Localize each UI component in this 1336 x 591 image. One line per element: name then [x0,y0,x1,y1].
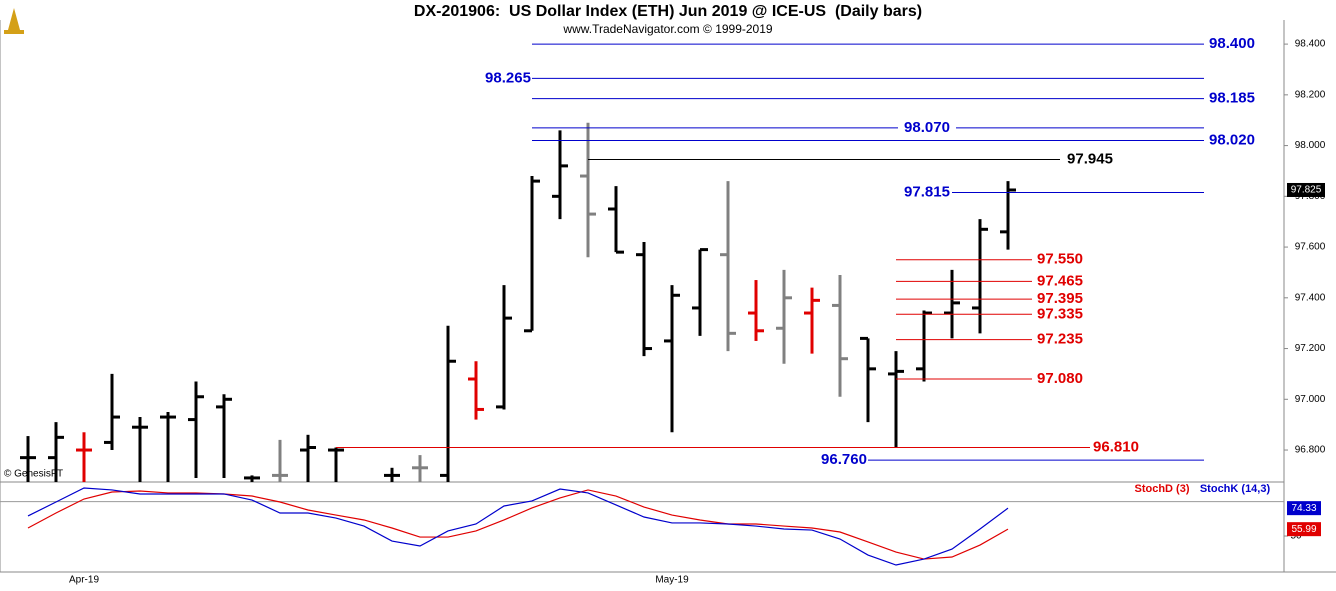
y-tick-label: 97.400 [1295,292,1326,303]
level-label: 97.815 [904,183,950,200]
level-label: 98.265 [485,69,531,86]
last-price-label: 97.825 [1291,185,1322,196]
y-tick-label: 97.000 [1295,394,1326,405]
level-label: 97.080 [1037,370,1083,387]
level-label: 97.550 [1037,251,1083,268]
level-label: 97.465 [1037,272,1083,289]
stoch-line [27,487,1009,566]
level-label: 98.185 [1209,90,1255,107]
level-label: 98.070 [904,119,950,136]
value-box [1287,522,1321,537]
level-label: 96.810 [1093,438,1139,455]
logo [4,8,24,34]
level-label: 97.395 [1037,290,1083,307]
legend-entry: StochK (14,3) [1200,483,1271,495]
x-tick-label: Apr-19 [69,575,99,586]
stoch-panel [0,487,1284,566]
value-label: 55.99 [1291,524,1316,535]
x-tick-label: May-19 [655,575,689,586]
y-tick-label: 97.200 [1295,343,1326,354]
stoch-line [27,489,1009,560]
level-label: 97.945 [1067,151,1113,168]
chart-subtitle: www.TradeNavigator.com © 1999-2019 [562,22,772,36]
level-label: 98.400 [1209,35,1255,52]
y-tick-label: 96.800 [1295,445,1326,456]
y-tick-label: 98.000 [1295,140,1326,151]
value-label: 74.33 [1291,503,1316,514]
y-tick-label: 98.200 [1295,89,1326,100]
y-tick-label: 97.600 [1295,242,1326,253]
last-price-box [1287,182,1325,197]
level-label: 97.235 [1037,331,1083,348]
y-tick-label: 50 [1290,531,1302,542]
watermark: © GenesisFT [4,469,63,480]
level-label: 97.335 [1037,305,1083,322]
legend-entry: StochD (3) [1135,483,1190,495]
value-box [1287,501,1321,516]
level-label: 98.020 [1209,131,1255,148]
y-tick-label: 98.400 [1295,39,1326,50]
chart-title: DX-201906: US Dollar Index (ETH) Jun 201… [414,3,922,20]
level-label: 96.760 [821,451,867,468]
